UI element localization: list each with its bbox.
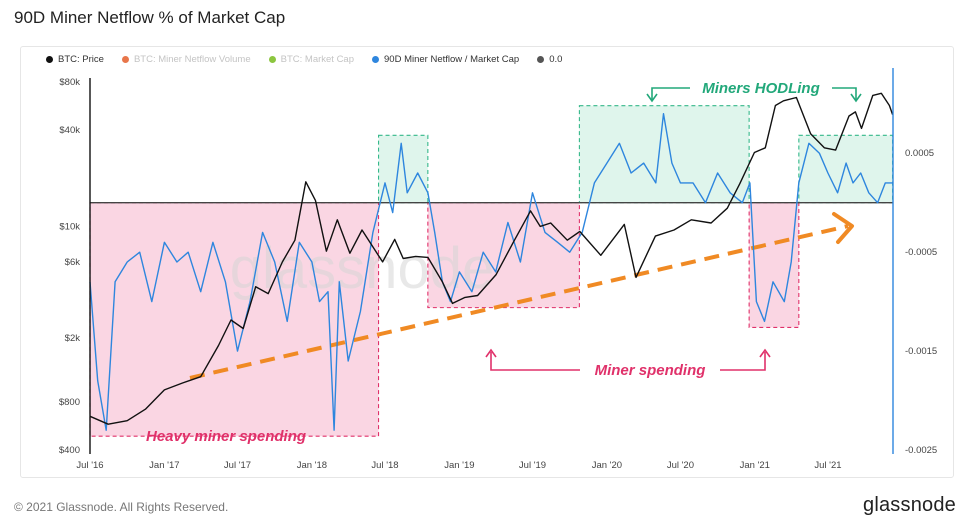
legend-dot-icon (268, 56, 276, 63)
glassnode-logo: glassnode (863, 494, 956, 516)
legend-dot-icon (537, 56, 545, 63)
legend-item-zero[interactable]: 0.0 (537, 54, 562, 65)
legend-label: BTC: Market Cap (280, 54, 355, 65)
legend-label: 0.0 (549, 54, 563, 65)
legend-label: BTC: Miner Netflow Volume (133, 54, 251, 65)
legend-label: BTC: Price (58, 54, 104, 65)
legend-item-price[interactable]: BTC: Price (46, 54, 104, 65)
legend-dot-icon (46, 56, 53, 63)
legend-dot-icon (372, 56, 380, 63)
chart-title: 90D Miner Netflow % of Market Cap (14, 8, 286, 27)
legend-item-netflow-ratio[interactable]: 90D Miner Netflow / Market Cap (372, 54, 519, 65)
legend-item-netflow-volume[interactable]: BTC: Miner Netflow Volume (121, 54, 251, 65)
copyright: © 2021 Glassnode. All Rights Reserved. (14, 500, 229, 514)
legend-item-market-cap[interactable]: BTC: Market Cap (268, 54, 355, 65)
chart-panel (20, 46, 954, 478)
legend-label: 90D Miner Netflow / Market Cap (384, 54, 520, 65)
legend-dot-icon (121, 56, 129, 63)
chart-legend: BTC: Price BTC: Miner Netflow Volume BTC… (46, 54, 562, 65)
